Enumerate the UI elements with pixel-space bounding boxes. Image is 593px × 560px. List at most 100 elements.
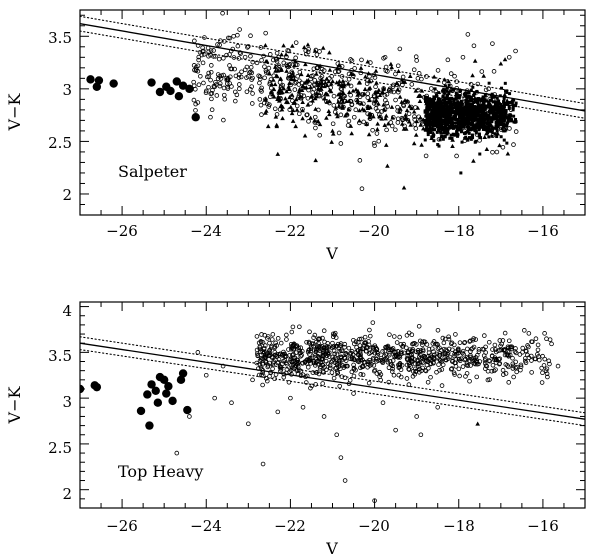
point-filled-triangle-205 [357, 108, 362, 113]
point-open-circle-538 [200, 45, 205, 51]
salpeter-x-tick-label: −24 [190, 222, 222, 240]
point-filled-square-712 [428, 117, 432, 121]
point-filled-triangle-100 [326, 79, 331, 84]
point-filled-square-1064 [487, 116, 491, 120]
point-filled-square-713 [468, 107, 472, 111]
point-filled-square-1008 [487, 110, 491, 114]
point-open-circle-746 [300, 360, 306, 366]
point-filled-triangle-319 [322, 84, 328, 89]
point-filled-triangle-300 [267, 71, 272, 76]
point-filled-square-1073 [438, 138, 442, 142]
point-open-circle-777 [443, 357, 448, 362]
point-filled-triangle-138 [327, 50, 332, 55]
point-filled-triangle-255 [398, 106, 403, 111]
point-open-circle-5 [246, 421, 251, 427]
point-filled-square-1027 [458, 111, 462, 115]
point-open-circle-370 [194, 67, 199, 72]
point-open-circle-911 [498, 343, 503, 349]
point-filled-triangle-274 [314, 90, 320, 96]
point-filled-square-1072 [504, 128, 508, 132]
point-filled-triangle-104 [340, 78, 346, 83]
point-open-circle-210 [290, 324, 296, 330]
point-filled-square-1084 [482, 119, 486, 123]
point-filled-square-302 [449, 133, 453, 137]
point-filled-triangle-210 [411, 109, 417, 114]
point-filled-triangle-129 [355, 100, 361, 105]
point-open-circle-323 [285, 48, 291, 53]
point-filled-square-902 [446, 93, 450, 97]
point-open-circle-517 [296, 345, 301, 351]
point-open-circle-788 [460, 364, 466, 369]
point-filled-square-846 [457, 96, 461, 100]
point-open-circle-760 [351, 373, 357, 379]
point-open-circle-144 [306, 87, 311, 93]
point-open-circle-730 [441, 346, 447, 352]
point-filled-square-584 [453, 133, 457, 137]
point-filled-square-360 [486, 131, 490, 135]
point-open-circle-616 [291, 341, 297, 347]
point-filled-square-92 [448, 136, 452, 140]
point-open-circle-499 [336, 130, 342, 136]
point-filled-square-587 [444, 124, 448, 128]
point-filled-square-1051 [447, 112, 451, 116]
point-open-circle-570 [480, 346, 486, 352]
point-filled-square-1050 [437, 125, 441, 129]
point-filled-square-915 [452, 125, 456, 129]
point-open-circle-903 [419, 340, 425, 345]
point-open-circle-17 [203, 88, 209, 94]
point-filled-square-967 [501, 118, 505, 122]
point-filled-square-344 [423, 128, 427, 132]
point-open-circle-656 [469, 346, 474, 352]
point-open-circle-902 [316, 343, 322, 349]
point-open-circle-685 [490, 362, 496, 368]
point-filled-square-1036 [460, 118, 464, 122]
point-open-circle-373 [304, 339, 309, 345]
point-large-filled-circle-3 [136, 406, 146, 416]
point-open-circle-264 [211, 54, 216, 59]
point-filled-square-1009 [448, 97, 452, 101]
point-open-circle-455 [227, 35, 233, 41]
point-filled-square-948 [479, 125, 483, 129]
point-open-circle-150 [254, 360, 260, 366]
point-filled-square-744 [512, 98, 516, 102]
point-open-circle-589 [547, 337, 553, 342]
point-filled-triangle-186 [278, 76, 284, 81]
point-filled-square-381 [500, 120, 504, 124]
point-filled-square-1043 [437, 103, 441, 107]
point-filled-triangle-364 [411, 141, 417, 146]
point-open-circle-302 [258, 45, 264, 50]
point-filled-square-854 [492, 126, 496, 130]
point-open-circle-410 [213, 82, 219, 87]
point-open-circle-855 [428, 361, 434, 366]
point-open-circle-579 [389, 369, 395, 374]
point-open-circle-726 [397, 362, 402, 367]
point-filled-triangle-284 [270, 92, 275, 97]
point-filled-triangle-340 [382, 122, 388, 127]
point-open-circle-518 [468, 363, 473, 368]
point-filled-square-198 [447, 101, 451, 105]
point-open-circle-732 [348, 356, 353, 362]
point-open-circle-515 [197, 50, 203, 55]
point-open-circle-503 [372, 75, 378, 80]
point-filled-triangle-150 [293, 123, 298, 129]
point-open-circle-324 [339, 74, 345, 79]
point-open-circle-276 [517, 352, 523, 357]
point-open-circle-287 [454, 153, 459, 159]
point-filled-square-25 [497, 105, 501, 109]
point-filled-square-405 [475, 89, 479, 93]
point-open-circle-801 [269, 345, 274, 350]
point-open-circle-782 [320, 381, 325, 386]
point-filled-triangle-334 [373, 68, 379, 73]
point-filled-triangle-385 [336, 82, 342, 87]
point-open-circle-830 [526, 355, 532, 361]
point-open-circle-752 [263, 360, 269, 365]
point-open-circle-721 [464, 371, 470, 376]
point-filled-square-1099 [463, 109, 467, 113]
point-open-circle-843 [444, 348, 450, 354]
point-open-circle-473 [217, 83, 223, 89]
point-open-circle-793 [453, 332, 458, 337]
point-open-circle-497 [228, 74, 233, 80]
point-filled-square-1032 [479, 115, 483, 119]
point-open-circle-804 [415, 358, 421, 364]
point-open-circle-163 [359, 336, 364, 342]
